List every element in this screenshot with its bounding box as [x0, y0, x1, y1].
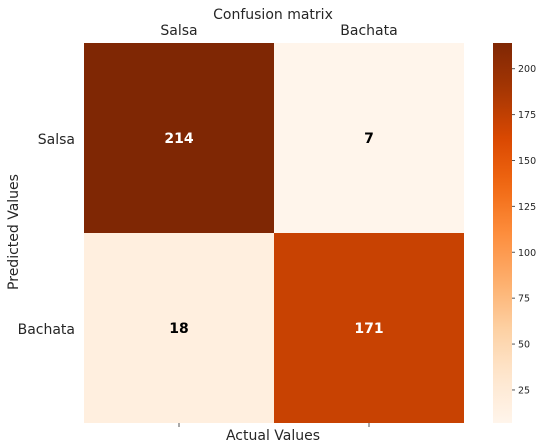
cell-value-label: 18: [169, 321, 188, 337]
x-tick-label: Salsa: [160, 23, 197, 39]
colorbar-tick-label: 100: [518, 248, 536, 259]
y-tick-label: Salsa: [38, 132, 75, 148]
y-axis-ticks: Salsa Bachata: [18, 132, 75, 338]
colorbar-tick-label: 200: [518, 64, 536, 75]
y-axis-label: Predicted Values: [6, 174, 22, 290]
heatmap-cell-labels: 214 7 18 171: [164, 131, 383, 337]
heatmap-cell: [274, 233, 464, 423]
chart-title: Confusion matrix: [213, 7, 333, 23]
colorbar-tick-label: 50: [518, 340, 530, 351]
cell-value-label: 7: [364, 131, 374, 147]
heatmap-cells: [84, 43, 464, 423]
x-axis-label: Actual Values: [226, 428, 320, 444]
colorbar-tick-label: 125: [518, 202, 536, 213]
colorbar: [493, 43, 512, 423]
colorbar-tick-label: 175: [518, 110, 536, 121]
colorbar-ticks: 25 50 75 100 125 150 175 200: [512, 64, 536, 396]
x-axis-ticks: Salsa Bachata: [160, 23, 398, 427]
colorbar-tick-label: 75: [518, 294, 530, 305]
cell-value-label: 171: [354, 321, 383, 337]
x-tick-label: Bachata: [340, 23, 397, 39]
heatmap-cell: [274, 43, 464, 233]
colorbar-tick-label: 150: [518, 156, 536, 167]
cell-value-label: 214: [164, 131, 193, 147]
heatmap-cell: [84, 233, 274, 423]
colorbar-tick-label: 25: [518, 385, 530, 396]
heatmap-cell: [84, 43, 274, 233]
y-tick-label: Bachata: [18, 322, 75, 338]
